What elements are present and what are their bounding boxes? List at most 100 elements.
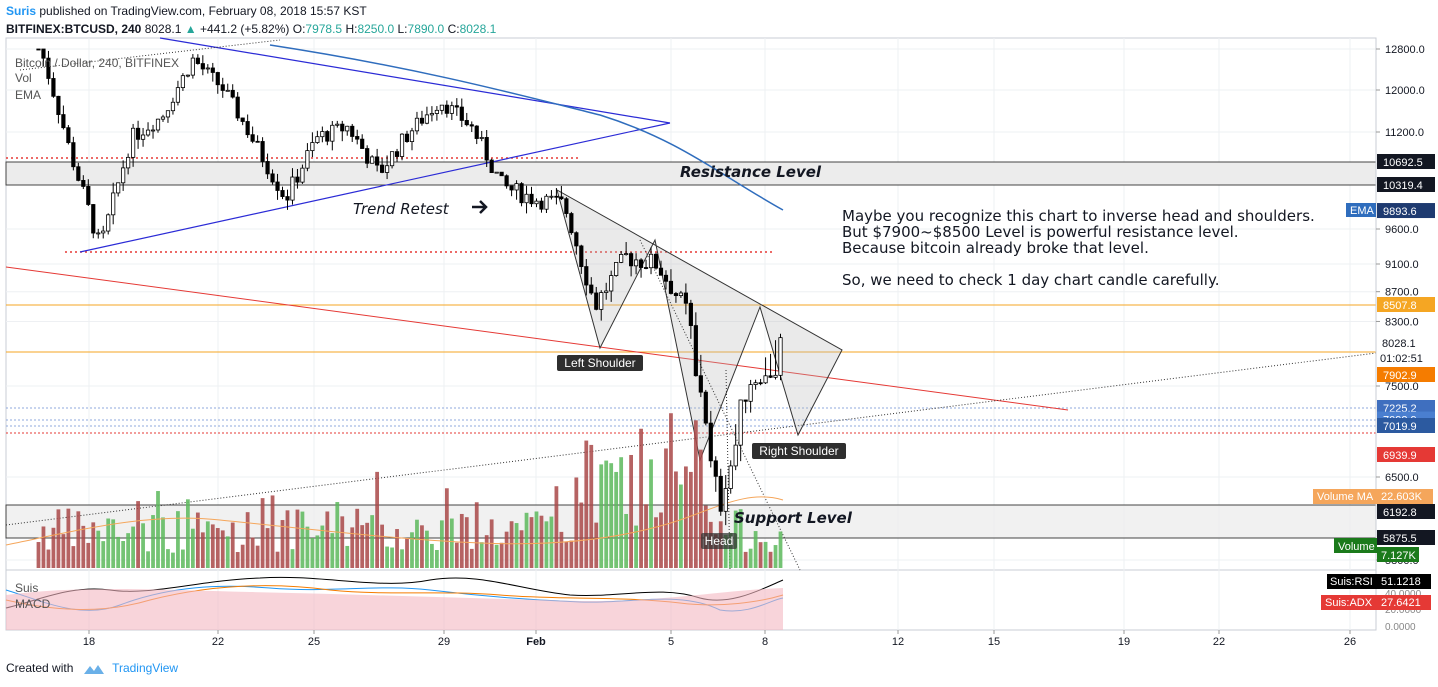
volume-bar xyxy=(76,511,81,568)
candlesticks xyxy=(36,48,783,526)
ema-line xyxy=(269,44,784,211)
volume-bar xyxy=(743,551,748,568)
author-name[interactable]: Suris xyxy=(6,4,37,18)
candle-body xyxy=(210,67,215,73)
candle-body xyxy=(135,127,141,140)
candle-body xyxy=(126,156,131,169)
candle-body xyxy=(340,123,345,132)
candle-body xyxy=(564,198,569,214)
volume-bar xyxy=(46,549,51,568)
volume-bar xyxy=(275,551,280,568)
candle-body xyxy=(589,284,594,294)
time-tick-label: 25 xyxy=(308,636,320,648)
volume-bar xyxy=(245,512,250,568)
time-axis[interactable]: 18 22 25 29 Feb 5 8 12 15 19 22 26 xyxy=(83,630,1356,648)
candle-body xyxy=(723,488,728,512)
candle-body xyxy=(693,325,698,377)
candle-body xyxy=(270,173,275,183)
candle-body xyxy=(738,399,743,446)
volume-bar xyxy=(768,551,773,568)
price-label-badge xyxy=(1377,177,1435,192)
candle-body xyxy=(698,375,703,393)
volume-bar xyxy=(693,420,698,568)
vol-legend[interactable]: Vol xyxy=(15,71,32,85)
macd-axis[interactable]: 40.0000 20.0000 0.0000 xyxy=(1385,589,1422,633)
volume-bar xyxy=(365,522,370,568)
candle-body xyxy=(205,67,210,70)
volume-bar xyxy=(469,548,474,568)
symbol-legend[interactable]: Bitcoin / Dollar, 240, BITFINEX xyxy=(15,56,180,70)
volume-bar xyxy=(654,517,658,568)
candle-body xyxy=(668,280,674,294)
candle-body xyxy=(429,113,435,116)
volume-bar xyxy=(753,531,758,568)
note-line-2: But $7900~$8500 Level is powerful resist… xyxy=(842,223,1239,241)
price-label-text: 10319.4 xyxy=(1383,180,1423,192)
candle-body xyxy=(773,374,778,378)
volume-bar xyxy=(240,544,245,568)
candle-body xyxy=(708,422,713,462)
candle-body xyxy=(464,120,469,126)
suis-legend[interactable]: Suis xyxy=(15,581,39,595)
ema-axis-badge xyxy=(1346,203,1376,217)
macd-tick-label: 0.0000 xyxy=(1385,622,1416,633)
candle-body xyxy=(748,384,753,402)
candle-body xyxy=(384,165,390,173)
candle-body xyxy=(285,196,290,201)
rsi-label: Suis:RSI xyxy=(1330,576,1373,588)
price-label-badge xyxy=(1377,154,1435,169)
candle-body xyxy=(295,176,300,183)
candle-body xyxy=(604,290,609,293)
candle-body xyxy=(524,193,529,204)
volume-bar xyxy=(415,519,419,568)
volume-bar xyxy=(335,502,340,568)
volume-bar xyxy=(439,520,444,568)
candle-body xyxy=(275,181,280,191)
symbol-label[interactable]: BITFINEX:BTCUSD, 240 xyxy=(6,22,142,36)
macd-legend[interactable]: MACD xyxy=(15,597,51,611)
candle-body xyxy=(424,114,430,124)
candle-body xyxy=(56,95,61,115)
candle-body xyxy=(399,133,405,157)
ema-legend[interactable]: EMA xyxy=(15,88,42,102)
volume-bar xyxy=(230,522,235,568)
volume-bar xyxy=(674,471,678,568)
volume-bar xyxy=(624,513,629,568)
candle-body xyxy=(350,125,355,137)
price-tick-label: 12800.0 xyxy=(1385,44,1425,56)
candle-body xyxy=(663,274,669,282)
volume-bar xyxy=(385,546,389,568)
volume-bar xyxy=(290,549,295,568)
high-label: H: xyxy=(345,22,358,36)
candle-body xyxy=(634,259,639,267)
candle-body xyxy=(469,124,474,127)
candle-body xyxy=(763,375,768,384)
candle-body xyxy=(300,167,305,183)
candle-body xyxy=(375,156,380,166)
volume-bar xyxy=(604,460,609,568)
last-price: 8028.1 xyxy=(144,22,182,36)
note-line-3: Because bitcoin already broke that level… xyxy=(842,239,1149,257)
adx-value: 27.6421 xyxy=(1381,597,1421,609)
candle-body xyxy=(315,136,320,143)
volume-bar xyxy=(340,516,345,568)
candle-body xyxy=(619,254,624,263)
volume-bar xyxy=(96,530,101,568)
head-shoulders-pattern xyxy=(556,188,843,462)
candle-body xyxy=(459,106,464,121)
candle-body xyxy=(648,253,654,269)
candle-body xyxy=(66,127,71,144)
candle-body xyxy=(484,137,489,161)
candle-body xyxy=(230,89,235,98)
volume-bar xyxy=(748,548,753,568)
candle-body xyxy=(195,57,200,64)
volume-bar xyxy=(66,508,71,568)
candle-body xyxy=(101,230,106,234)
candle-body xyxy=(81,180,86,187)
volume-bar xyxy=(81,525,86,568)
price-label-text: 7902.9 xyxy=(1383,370,1417,382)
time-tick-label: 19 xyxy=(1118,636,1130,648)
volume-bar xyxy=(126,533,131,568)
tradingview-link[interactable]: TradingView xyxy=(112,661,179,675)
